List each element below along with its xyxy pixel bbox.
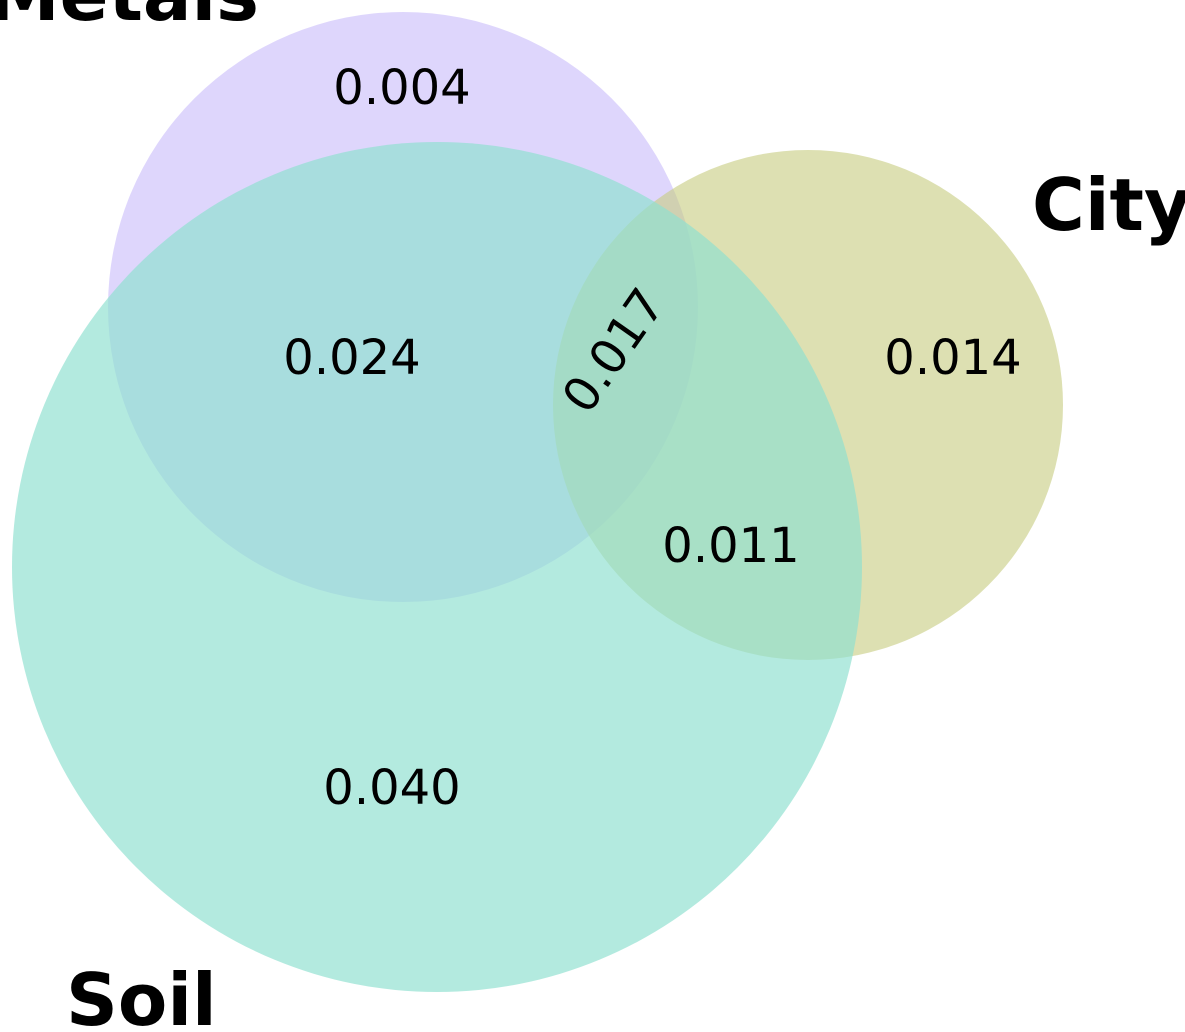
- region-city-only-value: 0.014: [884, 330, 1021, 386]
- soil-label: Soil: [66, 958, 217, 1032]
- soil-circle: [12, 142, 862, 992]
- region-soil-only-value: 0.040: [323, 760, 460, 816]
- region-metals-only-value: 0.004: [333, 60, 470, 116]
- metals-label: Metals: [0, 0, 259, 37]
- city-label: City: [1032, 163, 1185, 247]
- region-metals-soil-value: 0.024: [283, 330, 420, 386]
- region-soil-city-value: 0.011: [662, 518, 799, 574]
